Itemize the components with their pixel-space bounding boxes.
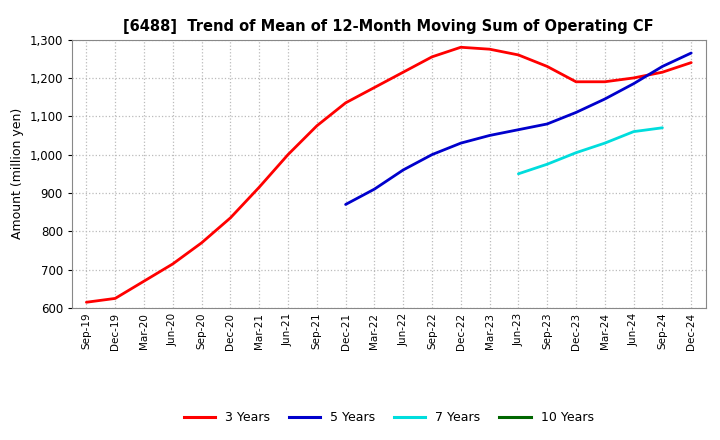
- Y-axis label: Amount (million yen): Amount (million yen): [11, 108, 24, 239]
- Legend: 3 Years, 5 Years, 7 Years, 10 Years: 3 Years, 5 Years, 7 Years, 10 Years: [179, 407, 598, 429]
- Title: [6488]  Trend of Mean of 12-Month Moving Sum of Operating CF: [6488] Trend of Mean of 12-Month Moving …: [124, 19, 654, 34]
